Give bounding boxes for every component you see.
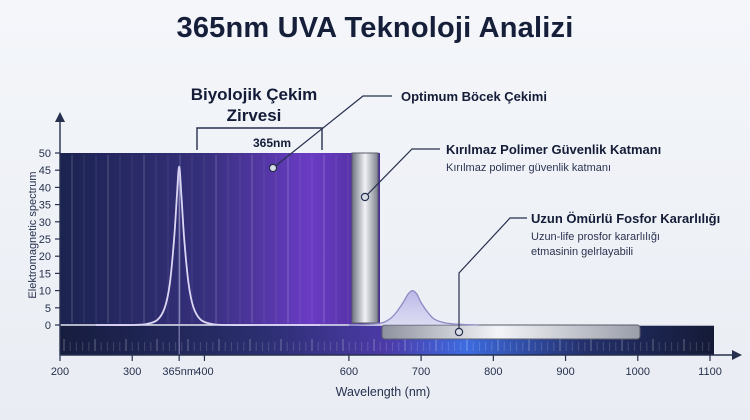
x-tick-label: 365nm [162, 366, 196, 378]
spectrum-main-panel [60, 153, 380, 325]
y-tick-label: 50 [39, 148, 51, 160]
x-tick-label: 300 [123, 366, 141, 378]
x-tick-label: 700 [412, 366, 430, 378]
y-tick-label: 40 [39, 182, 51, 194]
y-tick-label: 45 [39, 165, 51, 177]
band-ticks [63, 339, 710, 351]
bracket-line [196, 127, 323, 150]
callout-phosphor-line2: etmasinin gelrlayabili [531, 246, 633, 258]
bracket-subtitle: Zirvesi [227, 106, 282, 125]
phosphor-bump-fill [348, 290, 479, 325]
x-axis [60, 350, 742, 360]
callout-optimum: Optimum Böcek Çekimi [268, 89, 547, 173]
x-tick-label: 400 [195, 366, 213, 378]
callout-optimum-title: Optimum Böcek Çekimi [401, 89, 547, 104]
y-tick-label: 30 [39, 217, 51, 229]
x-tick-label: 600 [340, 366, 358, 378]
y-tick-label: 25 [39, 234, 51, 246]
bracket-title: Biyolojik Çekim [191, 85, 318, 104]
callout-polymer: Kırılmaz Polimer Güvenlik Katmanı Kırılm… [360, 142, 661, 202]
y-tick-label: 10 [39, 286, 51, 298]
x-tick-label: 200 [51, 366, 69, 378]
y-tick-label: 0 [45, 320, 51, 332]
x-tick-label: 1100 [698, 366, 722, 378]
callout-phosphor: Uzun Ömürlü Fosfor Kararlılığı Uzun-life… [454, 211, 720, 337]
x-tick-label: 800 [484, 366, 502, 378]
polymer-marker [360, 192, 370, 202]
y-tick-group: 0 5 10 15 20 25 30 35 40 45 50 [39, 148, 60, 332]
x-tick-label: 1000 [626, 366, 650, 378]
polymer-safety-panel [351, 152, 379, 324]
callout-polymer-text: Kırılmaz polimer güvenlik katmanı [446, 162, 611, 174]
y-axis-label: Elektromagnetic spectrum [27, 171, 39, 298]
x-axis-arrow-icon [732, 350, 742, 360]
callout-phosphor-title: Uzun Ömürlü Fosfor Kararlılığı [531, 211, 720, 226]
x-axis-label: Wavelength (nm) [336, 385, 431, 399]
y-axis-arrow-icon [55, 112, 65, 122]
phosphor-marker [454, 327, 464, 337]
y-axis [55, 112, 65, 355]
spectrum-vertical-lines [71, 155, 349, 323]
callout-polymer-title: Kırılmaz Polimer Güvenlik Katmanı [446, 142, 661, 157]
peak-curve [96, 165, 320, 326]
callout-phosphor-line1: Uzun-life prosfor kararlılığı [531, 231, 660, 243]
phosphor-bump-line [348, 289, 479, 326]
peak-marker [268, 163, 278, 173]
y-tick-label: 5 [45, 303, 51, 315]
phosphor-bar [381, 324, 641, 340]
y-tick-label: 20 [39, 251, 51, 263]
peak-label: 365nm [253, 136, 291, 150]
x-tick-label: 900 [556, 366, 574, 378]
page-title: 365nm UVA Teknoloji Analizi [176, 12, 574, 44]
y-tick-label: 35 [39, 200, 51, 212]
y-tick-label: 15 [39, 268, 51, 280]
